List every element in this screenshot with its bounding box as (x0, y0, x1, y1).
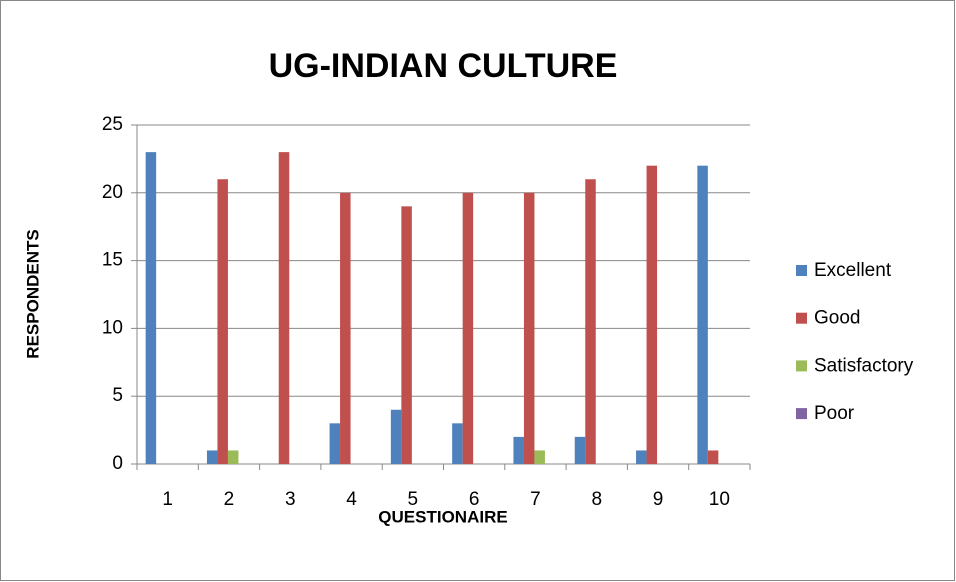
bar (145, 152, 157, 464)
x-tick-label: 9 (653, 489, 664, 510)
bar (523, 192, 535, 465)
legend-swatch (796, 312, 807, 324)
y-axis-title: RESPONDENTS (23, 229, 42, 358)
x-tick-label: 2 (224, 489, 235, 510)
legend-label: Poor (814, 403, 855, 424)
bar (585, 179, 596, 465)
x-tick-label: 4 (346, 489, 357, 510)
bar (513, 436, 524, 464)
bar (462, 192, 474, 465)
bar (401, 206, 412, 465)
bar (452, 423, 463, 464)
legend-swatch (796, 360, 807, 372)
legend-swatch (796, 265, 807, 276)
bar (646, 165, 658, 464)
bar (534, 450, 545, 464)
y-tick-label: 15 (102, 250, 123, 271)
x-tick-label: 5 (408, 489, 419, 510)
y-tick-label: 25 (102, 114, 123, 135)
legend-label: Good (814, 308, 860, 329)
y-tick-label: 20 (102, 182, 123, 203)
bar (227, 450, 239, 464)
bar (206, 450, 218, 464)
x-tick-label: 1 (162, 489, 173, 510)
bar (278, 152, 290, 464)
legend-label: Excellent (814, 260, 892, 281)
x-tick-label: 10 (709, 489, 730, 510)
bar (340, 192, 351, 465)
bar (574, 436, 586, 464)
x-tick-label: 3 (285, 489, 296, 510)
legend-label: Satisfactory (814, 355, 914, 376)
bar (707, 450, 719, 464)
bar (329, 423, 341, 464)
bar (390, 409, 402, 464)
y-tick-label: 10 (102, 317, 123, 338)
x-axis-title: QUESTIONAIRE (378, 507, 507, 526)
x-tick-label: 6 (469, 489, 480, 510)
y-tick-label: 5 (112, 385, 123, 406)
bar (217, 179, 228, 465)
x-tick-label: 8 (591, 489, 602, 510)
x-tick-label: 7 (530, 489, 541, 510)
bar (636, 450, 647, 464)
chart-title: UG-INDIAN CULTURE (269, 47, 618, 85)
y-tick-label: 0 (112, 453, 123, 474)
legend-swatch (796, 408, 807, 420)
bar (697, 165, 708, 464)
